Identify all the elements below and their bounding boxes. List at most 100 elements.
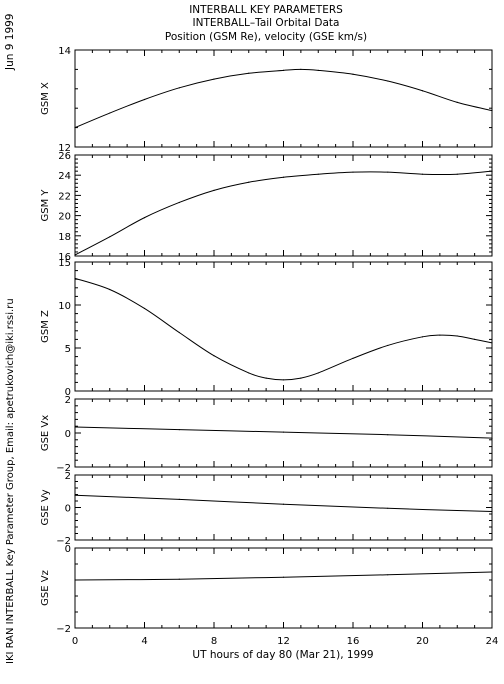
data-point: [74, 254, 76, 256]
y-tick-label: 0: [65, 387, 71, 398]
y-tick-label: −2: [56, 624, 71, 635]
y-axis-label: GSM Z: [40, 310, 51, 343]
data-point: [248, 181, 250, 183]
data-point: [265, 377, 267, 379]
series-line: [74, 571, 493, 581]
y-tick-label: 24: [58, 171, 71, 182]
y-tick-label: 0: [65, 429, 71, 440]
credit-line: IKI RAN INTERBALL Key Parameter Group, E…: [5, 298, 16, 664]
series-line: [74, 494, 493, 513]
y-axis-label: GSE Vz: [40, 570, 51, 606]
panel-frame: [74, 474, 493, 541]
data-point: [421, 336, 424, 338]
header-subtitle: INTERBALL–Tail Orbital Data: [193, 17, 340, 29]
data-point: [421, 173, 424, 175]
data-point: [74, 127, 76, 129]
series-line: [74, 68, 493, 129]
date-stamp: Jun 9 1999: [4, 14, 16, 71]
panel-frame: [74, 547, 493, 629]
y-tick-label: 16: [58, 252, 71, 263]
data-point: [248, 72, 250, 74]
data-point: [74, 579, 76, 581]
data-point: [109, 288, 111, 291]
panel-frame: [74, 49, 493, 148]
data-point: [387, 507, 389, 509]
y-tick-label: 5: [65, 344, 71, 355]
data-point: [282, 503, 285, 505]
data-point: [248, 372, 250, 374]
data-point: [143, 217, 146, 219]
y-axis-label: GSM Y: [40, 189, 51, 222]
header-units: Position (GSM Re), velocity (GSE km/s): [165, 31, 367, 43]
data-point: [282, 176, 285, 178]
x-tick-label: 16: [347, 636, 360, 647]
data-point: [439, 334, 441, 336]
data-point: [178, 201, 180, 204]
data-point: [74, 426, 76, 428]
data-point: [387, 344, 389, 347]
data-point: [282, 379, 285, 381]
panel-gsm-z: 0 5 10 15 GSM Z: [40, 258, 493, 398]
y-tick-label: 22: [58, 191, 71, 202]
x-tick-label: 20: [416, 636, 429, 647]
data-point: [456, 173, 458, 175]
data-point: [282, 69, 285, 71]
data-point: [474, 338, 476, 340]
data-point: [143, 307, 146, 310]
data-point: [109, 112, 111, 114]
header-title: INTERBALL KEY PARAMETERS: [189, 4, 343, 16]
data-point: [213, 189, 215, 191]
data-point: [491, 342, 493, 344]
x-tick-label: 24: [486, 636, 499, 647]
y-tick-label: −2: [56, 536, 71, 547]
data-point: [491, 110, 493, 112]
panel-gse-vx: −2 0 2 GSE Vx: [40, 395, 493, 474]
data-point: [178, 498, 180, 500]
x-tick-label: 0: [72, 636, 78, 647]
data-point: [317, 69, 319, 71]
y-tick-label: 14: [58, 46, 71, 57]
x-tick-label: 12: [277, 636, 290, 647]
data-point: [213, 78, 215, 80]
y-tick-label: 15: [58, 258, 71, 269]
data-point: [352, 73, 354, 75]
y-tick-label: 10: [58, 301, 71, 312]
y-tick-label: 20: [58, 212, 71, 223]
y-tick-label: 12: [58, 143, 71, 154]
y-tick-label: 26: [58, 151, 71, 162]
y-tick-label: 0: [65, 504, 71, 515]
y-tick-label: 2: [65, 471, 71, 482]
y-tick-label: −2: [56, 463, 71, 474]
x-tick-label: 4: [141, 636, 147, 647]
data-point: [387, 434, 389, 436]
data-point: [213, 355, 215, 357]
panel-frame: [74, 398, 493, 468]
data-point: [491, 571, 493, 573]
data-point: [491, 437, 493, 439]
data-point: [300, 68, 302, 70]
data-point: [178, 331, 180, 334]
series-line: [74, 170, 493, 256]
data-point: [178, 429, 180, 431]
data-point: [143, 98, 146, 101]
y-tick-label: 2: [65, 395, 71, 406]
panel-gsm-x: 12 14 GSM X: [40, 46, 493, 154]
data-point: [456, 101, 458, 103]
data-point: [491, 510, 493, 513]
series-line: [74, 277, 493, 381]
data-point: [317, 173, 319, 175]
data-point: [387, 80, 389, 82]
data-point: [300, 377, 302, 379]
panel-frame: [74, 154, 493, 257]
data-point: [317, 372, 319, 374]
y-tick-label: 0: [65, 544, 71, 555]
data-point: [282, 431, 285, 433]
data-point: [387, 574, 389, 576]
panel-gse-vz: −2 0 GSE Vz: [40, 544, 493, 635]
x-tick-label: 8: [211, 636, 217, 647]
y-tick-label: 18: [58, 232, 71, 243]
panel-gsm-y: 16 18 20 22 24 26 GSM Y: [40, 151, 493, 263]
y-axis-label: GSE Vx: [40, 415, 51, 451]
